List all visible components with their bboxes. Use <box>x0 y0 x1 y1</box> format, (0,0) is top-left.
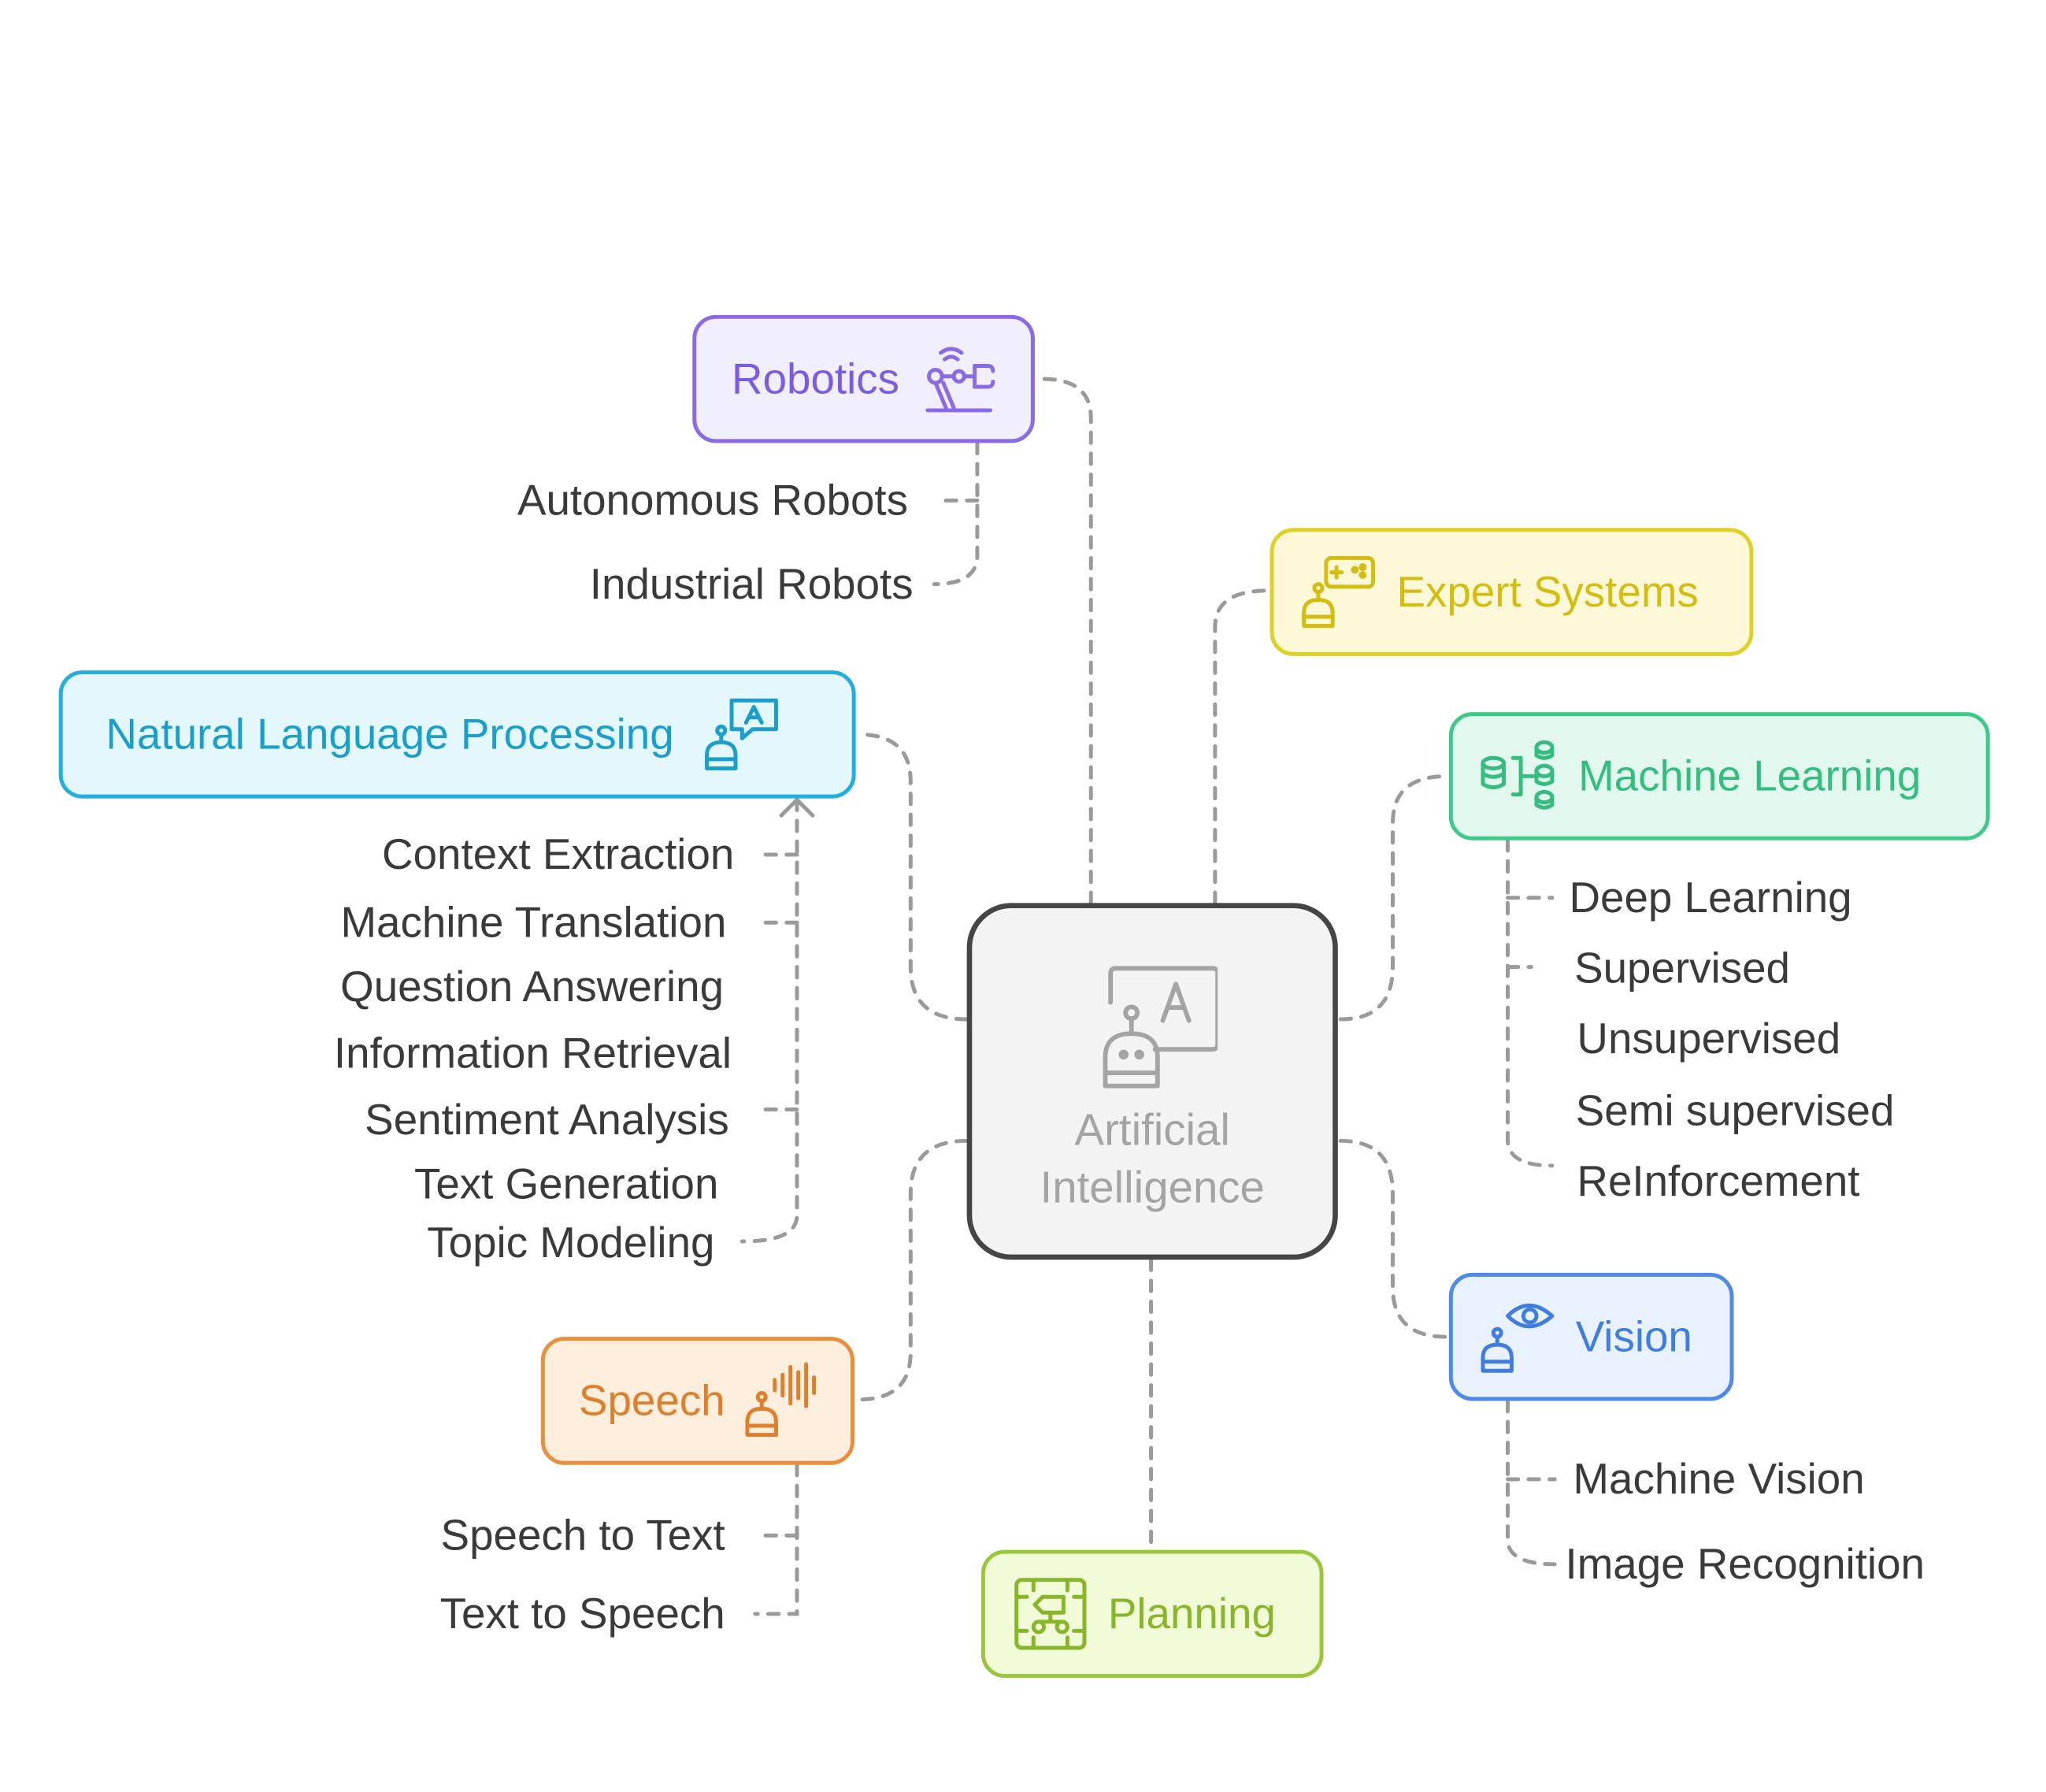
nlp-child: Topic Modeling <box>427 1218 715 1267</box>
ml-child: Deep Learning <box>1569 873 1852 922</box>
ml-child: Supervised <box>1574 943 1791 992</box>
connector-vision <box>1338 1138 1449 1339</box>
expert-systems-node[interactable]: Expert Systems <box>1269 528 1754 656</box>
nlp-label: Natural Language Processing <box>106 709 674 759</box>
artificial-intelligence-node[interactable]: Artificial Intelligence <box>966 903 1338 1260</box>
robot-gamepad-icon <box>1300 553 1379 632</box>
robot-eye-icon <box>1479 1297 1558 1376</box>
nlp-child: Information Retrieval <box>333 1028 732 1078</box>
vision-child: Image Recognition <box>1565 1539 1925 1588</box>
connector-speech <box>856 1138 969 1402</box>
robot-ai-text-icon <box>1087 963 1221 1088</box>
robotics-node[interactable]: Robotics <box>692 314 1035 443</box>
speech-child: Speech to Text <box>440 1510 725 1560</box>
speech-node[interactable]: Speech <box>540 1337 854 1465</box>
machine-learning-node[interactable]: Machine Learning <box>1448 712 1990 840</box>
nlp-child: Question Answering <box>340 962 725 1011</box>
ml-child: Semi supervised <box>1575 1085 1895 1135</box>
vision-node[interactable]: Vision <box>1448 1272 1734 1401</box>
planning-label: Planning <box>1107 1589 1276 1638</box>
speech-child: Text to Speech <box>439 1589 725 1638</box>
robotics-child: Autonomous Robots <box>517 475 909 525</box>
connector-ml-children <box>1505 838 1555 1168</box>
artificial-intelligence-label: Artificial Intelligence <box>1040 1104 1265 1212</box>
robotics-child: Industrial Robots <box>589 559 914 608</box>
robotics-label: Robotics <box>732 354 900 403</box>
speech-label: Speech <box>578 1375 725 1425</box>
expert-systems-label: Expert Systems <box>1396 567 1699 616</box>
robot-speech-bubble-icon <box>702 696 781 774</box>
connector-vision-children <box>1505 1398 1557 1567</box>
connector-nlp-children <box>739 797 799 1244</box>
connector-robotics-children <box>932 440 980 587</box>
database-tree-icon <box>1479 737 1558 816</box>
ml-child: Unsupervised <box>1577 1014 1841 1063</box>
nlp-child: Sentiment Analysis <box>365 1095 729 1144</box>
ml-child: ReInforcement <box>1577 1156 1860 1205</box>
nlp-child: Machine Translation <box>340 897 727 947</box>
connector-expert-systems <box>1213 588 1269 905</box>
flowchart-board-icon <box>1011 1575 1090 1653</box>
connector-robotics <box>1040 377 1093 905</box>
vision-label: Vision <box>1575 1312 1692 1361</box>
planning-node[interactable]: Planning <box>980 1549 1324 1679</box>
robotic-arm-icon <box>921 339 999 418</box>
connector-machine-learning <box>1338 774 1449 1022</box>
nlp-node[interactable]: Natural Language Processing <box>58 670 856 799</box>
vision-child: Machine Vision <box>1573 1454 1865 1503</box>
connector-speech-children <box>753 1463 799 1616</box>
nlp-child: Context Extraction <box>382 829 735 878</box>
nlp-arrowhead <box>779 796 815 818</box>
machine-learning-label: Machine Learning <box>1578 751 1922 800</box>
nlp-child: Text Generation <box>413 1159 719 1208</box>
robot-soundwave-icon <box>743 1362 822 1441</box>
connector-nlp <box>856 732 969 1022</box>
